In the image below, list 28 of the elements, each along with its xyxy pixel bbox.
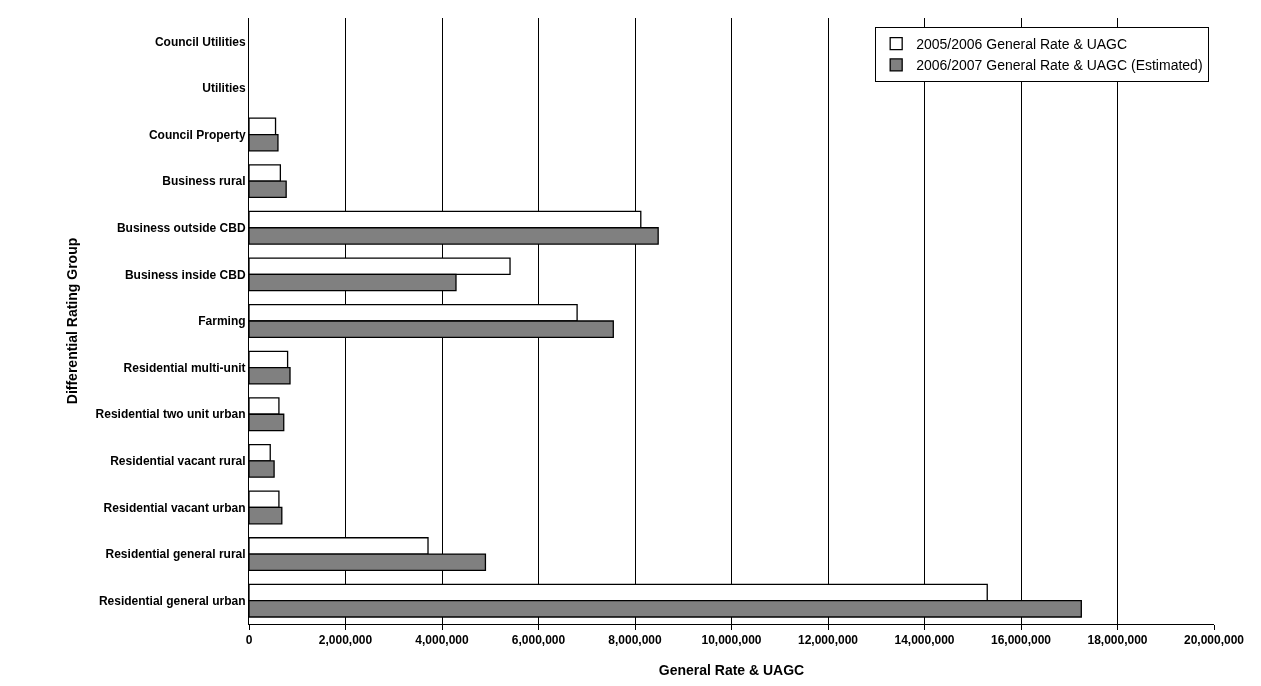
x-tick-label: 16,000,000 xyxy=(990,633,1052,648)
x-tick-label: 18,000,000 xyxy=(1087,633,1148,648)
y-tick-label: Residential general rural xyxy=(105,547,246,562)
legend-label: 2005/2006 General Rate & UAGC xyxy=(916,36,1128,53)
x-tick-label: 14,000,000 xyxy=(894,633,955,648)
x-tick-label: 8,000,000 xyxy=(608,633,663,648)
y-tick-label: Residential vacant rural xyxy=(110,454,246,469)
x-tick-label: 10,000,000 xyxy=(701,633,762,648)
x-tick-label: 0 xyxy=(245,633,253,648)
y-tick-label: Residential two unit urban xyxy=(95,407,246,422)
x-tick-label: 12,000,000 xyxy=(797,633,859,648)
y-tick-label: Residential general urban xyxy=(98,593,246,608)
x-tick-label: 2,000,000 xyxy=(318,633,373,648)
y-tick-label: Residential vacant urban xyxy=(103,500,246,515)
y-tick-label: Business outside CBD xyxy=(116,220,246,235)
y-tick-label: Council Utilities xyxy=(154,34,246,49)
y-tick-label: Business rural xyxy=(162,174,246,189)
y-axis-title: Differential Rating Group xyxy=(64,237,81,405)
y-tick-label: Utilities xyxy=(202,81,246,96)
x-tick-label: 20,000,000 xyxy=(1183,633,1245,648)
y-tick-label: Council Property xyxy=(148,127,246,142)
y-tick-label: Residential multi-unit xyxy=(123,360,246,375)
x-tick-label: 4,000,000 xyxy=(415,633,470,648)
y-tick-label: Business inside CBD xyxy=(124,267,246,282)
x-axis-title: General Rate & UAGC xyxy=(658,661,805,678)
x-tick-label: 6,000,000 xyxy=(511,633,566,648)
y-tick-label: Farming xyxy=(198,314,246,329)
legend-label: 2006/2007 General Rate & UAGC (Estimated) xyxy=(916,57,1203,74)
